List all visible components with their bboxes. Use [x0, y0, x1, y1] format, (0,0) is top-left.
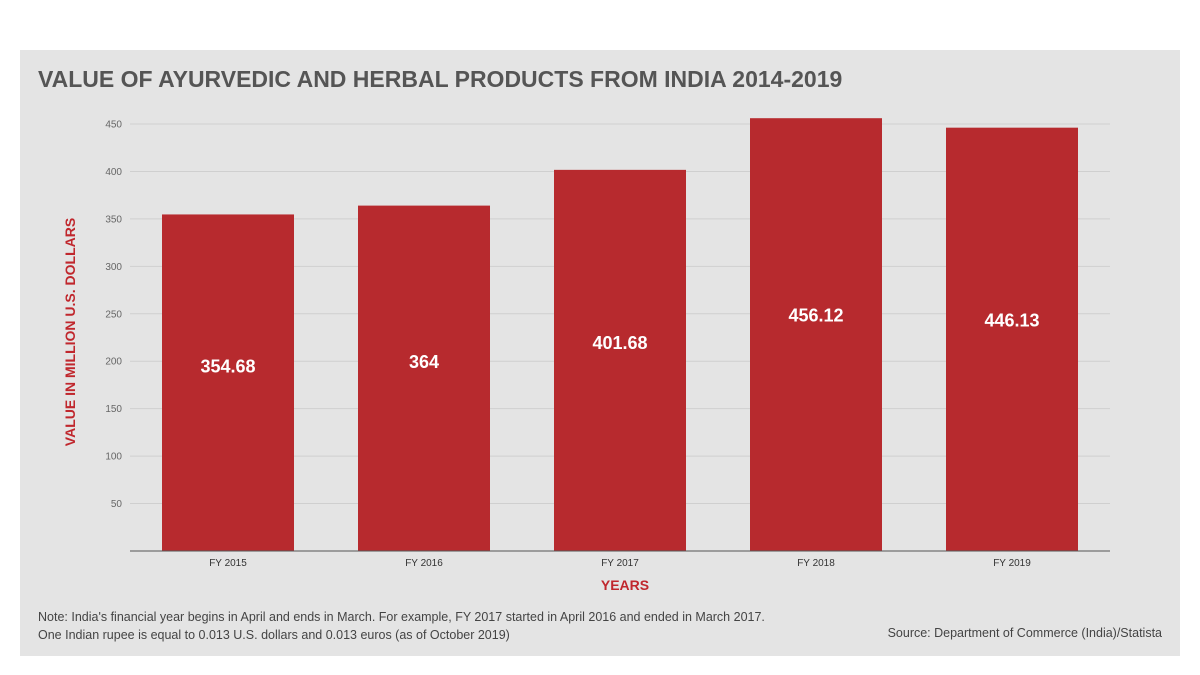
- y-tick-label: 250: [105, 309, 122, 320]
- y-tick-label: 50: [111, 499, 123, 510]
- x-axis-categories: FY 2015 FY 2016 FY 2017 FY 2018 FY 2019: [209, 558, 1031, 569]
- chart-title: VALUE OF AYURVEDIC AND HERBAL PRODUCTS F…: [38, 66, 843, 92]
- x-tick-label: FY 2018: [797, 558, 835, 569]
- data-labels: 354.68 364 401.68 456.12 446.13: [200, 306, 1039, 377]
- y-tick-label: 400: [105, 167, 122, 178]
- x-tick-label: FY 2019: [993, 558, 1031, 569]
- data-label: 401.68: [592, 333, 647, 353]
- y-tick-label: 100: [105, 452, 122, 463]
- data-label: 446.13: [984, 311, 1039, 331]
- data-label: 354.68: [200, 357, 255, 377]
- x-tick-label: FY 2016: [405, 558, 443, 569]
- data-label: 456.12: [788, 306, 843, 326]
- x-tick-label: FY 2017: [601, 558, 639, 569]
- bar: [358, 205, 490, 552]
- y-tick-label: 150: [105, 404, 122, 415]
- bar: [750, 118, 882, 551]
- footnote-line-1: Note: India's financial year begins in A…: [38, 610, 765, 624]
- y-axis-ticks: 50 100 150 200 250 300 350 400 450: [105, 120, 122, 511]
- x-tick-label: FY 2015: [209, 558, 247, 569]
- footnote: Note: India's financial year begins in A…: [38, 608, 765, 644]
- y-axis-label: VALUE IN MILLION U.S. DOLLARS: [62, 218, 78, 446]
- bar: [554, 169, 686, 551]
- footnote-line-2: One Indian rupee is equal to 0.013 U.S. …: [38, 628, 510, 642]
- data-label: 364: [409, 352, 439, 372]
- chart-panel: VALUE OF AYURVEDIC AND HERBAL PRODUCTS F…: [20, 50, 1180, 656]
- y-tick-label: 200: [105, 357, 122, 368]
- x-axis-label: YEARS: [601, 577, 649, 593]
- bar: [946, 127, 1078, 551]
- bar: [162, 214, 294, 551]
- y-tick-label: 450: [105, 120, 122, 131]
- bars: [162, 118, 1078, 552]
- y-tick-label: 300: [105, 262, 122, 273]
- source-text: Source: Department of Commerce (India)/S…: [887, 626, 1162, 640]
- y-tick-label: 350: [105, 214, 122, 225]
